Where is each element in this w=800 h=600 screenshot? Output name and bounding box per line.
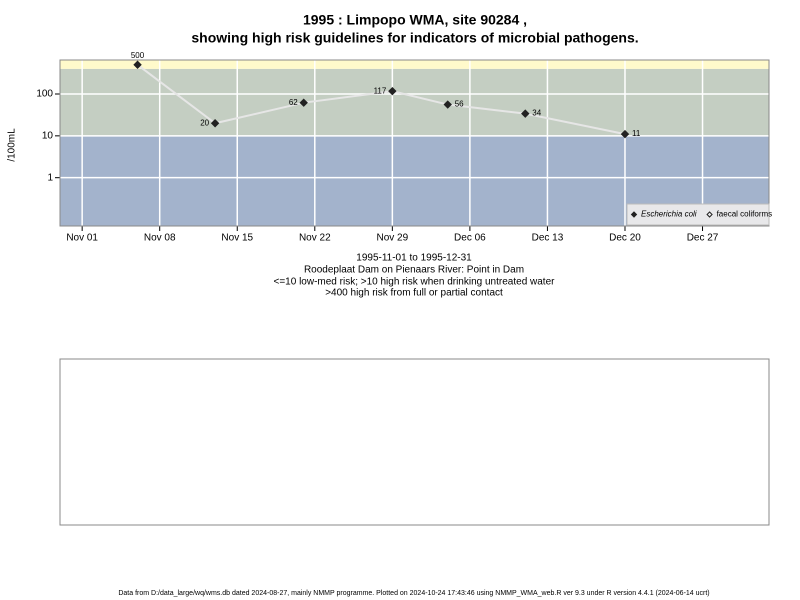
data-label: 34: [532, 109, 541, 118]
data-label: 62: [289, 98, 298, 107]
data-point: [521, 109, 530, 118]
guideline-band: [60, 68, 769, 136]
y-tick-label: 1: [47, 172, 53, 183]
data-point: [210, 119, 220, 128]
x-tick-label: Nov 08: [144, 233, 176, 244]
y-axis-label: /100mL: [7, 128, 18, 162]
data-label: 56: [455, 100, 464, 109]
legend-label: faecal coliforms: [717, 210, 773, 219]
legend-marker: [706, 211, 713, 218]
y-tick-label: 10: [42, 130, 54, 141]
chart-title: showing high risk guidelines for indicat…: [191, 30, 638, 46]
plot-frame: [59, 59, 770, 227]
data-point: [620, 129, 630, 139]
data-label: 11: [632, 129, 641, 138]
chart-title: 1995 : Limpopo WMA, site 90284 ,: [303, 12, 527, 28]
footer: Data from D:/data_large/wq/wms.db dated …: [118, 590, 709, 597]
subtitle: >400 high risk from full or partial cont…: [325, 288, 503, 299]
legend-box: [626, 203, 770, 226]
legend-label: Escherichia coli: [641, 210, 697, 219]
subtitle: 1995-11-01 to 1995-12-31: [356, 253, 472, 264]
y-tick-label: 100: [36, 89, 53, 100]
data-point: [443, 100, 452, 109]
empty-panel: [59, 358, 770, 526]
x-tick-label: Dec 13: [532, 233, 564, 244]
x-tick-label: Dec 27: [687, 233, 719, 244]
data-label: 20: [200, 118, 209, 127]
x-tick-label: Nov 01: [66, 233, 98, 244]
guideline-band: [60, 60, 769, 69]
x-tick-label: Nov 29: [377, 233, 409, 244]
subtitle: Roodeplaat Dam on Pienaars River: Point …: [304, 265, 524, 276]
data-label: 500: [131, 51, 145, 60]
x-tick-label: Dec 06: [454, 233, 486, 244]
x-tick-label: Dec 20: [609, 233, 641, 244]
data-point: [133, 60, 142, 69]
x-tick-label: Nov 22: [299, 233, 331, 244]
legend-marker: [630, 211, 638, 218]
data-point: [299, 98, 308, 107]
subtitle: <=10 low-med risk; >10 high risk when dr…: [274, 277, 556, 288]
data-point: [388, 86, 397, 96]
x-tick-label: Nov 15: [221, 233, 253, 244]
data-label: 117: [374, 86, 387, 95]
